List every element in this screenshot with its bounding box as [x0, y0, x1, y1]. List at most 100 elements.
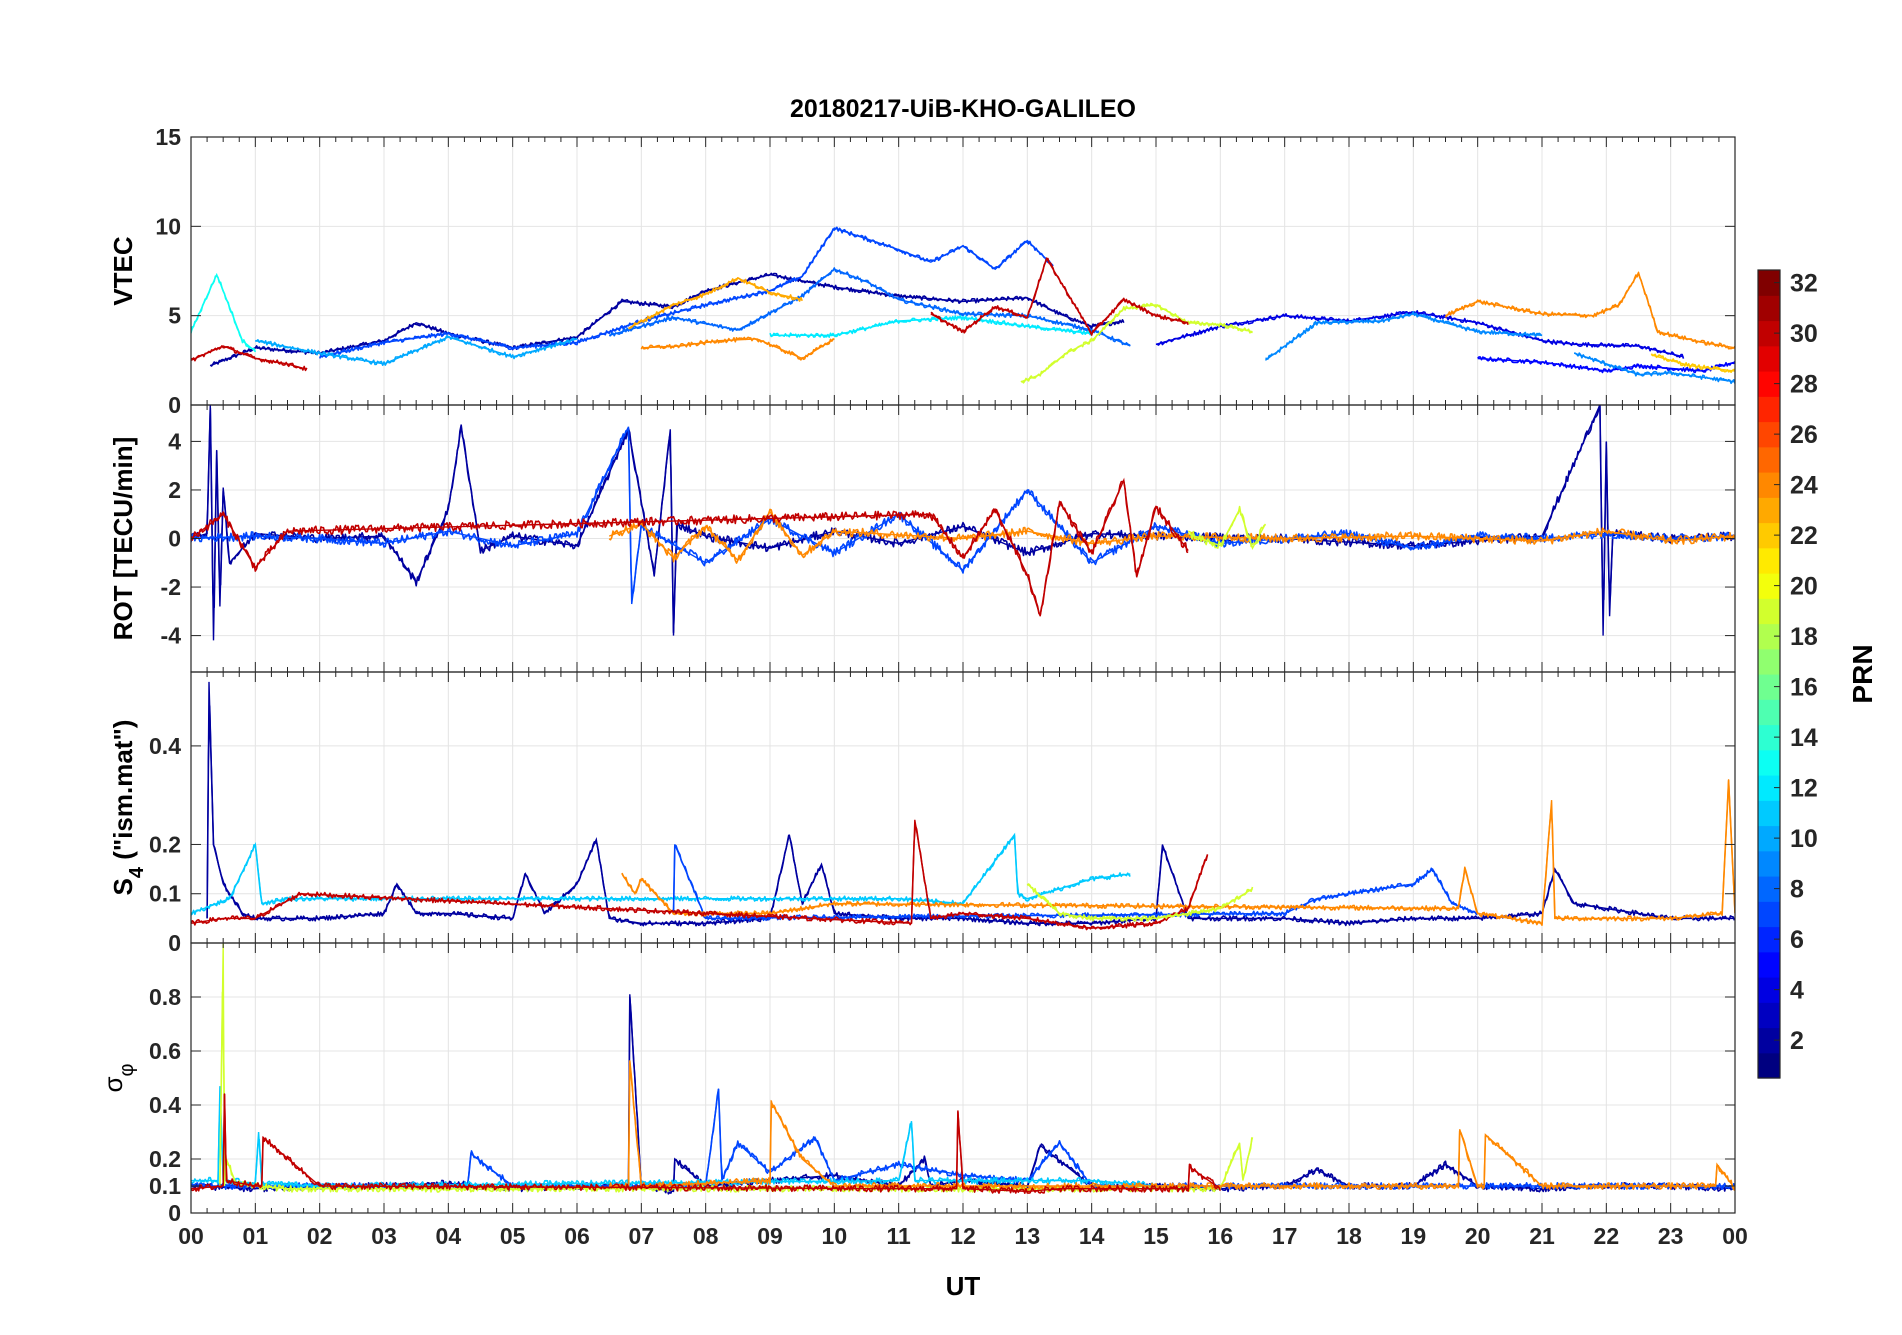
colorbar-segment [1758, 522, 1780, 549]
x-tick-label: 21 [1529, 1223, 1555, 1249]
series-peaks-prn-2 [206, 681, 1735, 925]
y-axis-label-sub: 4 [126, 866, 148, 878]
colorbar-tick-label: 6 [1790, 926, 1804, 954]
x-tick-label: 07 [629, 1223, 655, 1249]
colorbar-segment [1758, 674, 1780, 700]
colorbar-segment [1758, 396, 1780, 423]
y-tick-label: -2 [161, 574, 181, 600]
panel-rot: -4 -2 0 2 4 ROT [TECU/min] [108, 404, 1736, 673]
colorbar-segment [1758, 446, 1780, 473]
y-axis-label-sub: φ [116, 1063, 138, 1076]
colorbar-tick-label: 2 [1790, 1027, 1804, 1055]
colorbar-tick-label: 32 [1790, 270, 1818, 298]
y-tick-label: 0 [168, 930, 181, 956]
colorbar-segment [1758, 598, 1780, 625]
y-tick-label: 0.2 [149, 1146, 181, 1172]
y-tick-label: 15 [155, 124, 181, 150]
colorbar-segment [1758, 699, 1780, 726]
ticks-rot: -4 -2 0 2 4 [161, 405, 1736, 672]
colorbar-tick-label: 30 [1790, 320, 1818, 348]
colorbar-segment [1758, 724, 1780, 751]
colorbar-segment [1758, 320, 1780, 347]
y-tick-label: 0.4 [149, 733, 181, 759]
x-tick-label: 16 [1208, 1223, 1234, 1249]
y-tick-label: 0 [168, 526, 181, 552]
y-tick-label: 10 [155, 213, 181, 239]
series-peaks-prn-7 [319, 227, 1054, 358]
series-peaks-prn-24 [1445, 271, 1735, 349]
colorbar-tick-label: 28 [1790, 371, 1818, 399]
x-tick-label: 10 [822, 1223, 848, 1249]
y-tick-label: 0 [168, 392, 181, 418]
series-peaks-prn-30 [191, 477, 1189, 617]
x-tick-label: 01 [243, 1223, 269, 1249]
colorbar-segment [1758, 800, 1780, 827]
y-tick-label: -4 [161, 623, 182, 649]
series-line-prn-9 [1265, 311, 1543, 360]
y-tick-label: 0.1 [149, 881, 181, 907]
colorbar-tick-label: 8 [1790, 876, 1804, 904]
x-tick-label: 23 [1658, 1223, 1684, 1249]
series-peaks-prn-10 [255, 336, 578, 365]
colorbar-segment [1758, 775, 1780, 801]
series-peaks-prn-23 [628, 277, 803, 329]
x-tick-label: 11 [887, 1223, 912, 1249]
x-tick-label: 13 [1015, 1223, 1041, 1249]
series-peaks-prn-30 [191, 819, 1209, 929]
y-tick-label: 5 [168, 303, 181, 329]
x-tick-label: 18 [1336, 1223, 1362, 1249]
x-tick-label: 00 [1722, 1223, 1748, 1249]
x-tick-label: 15 [1143, 1223, 1169, 1249]
colorbar-segment [1758, 951, 1780, 978]
colorbar-tick-label: 10 [1790, 825, 1818, 853]
colorbar-segment [1758, 371, 1780, 397]
colorbar-segment [1758, 270, 1780, 296]
series-peaks-prn-24 [608, 510, 1735, 562]
colorbar-tick-label: 14 [1790, 724, 1818, 752]
series-peaks-prn-5 [1477, 357, 1735, 372]
x-tick-label: 00 [178, 1223, 204, 1249]
colorbar-segment [1758, 901, 1780, 928]
series-line-prn-12 [769, 314, 1093, 339]
colorbar-frame [1757, 269, 1781, 1079]
y-axis-label-rest: ("ism.mat") [108, 720, 138, 867]
chart-title: 20180217-UiB-KHO-GALILEO [790, 95, 1136, 123]
x-tick-label: 14 [1079, 1223, 1105, 1249]
colorbar-segment [1758, 573, 1780, 599]
colorbar-segment [1758, 1027, 1780, 1054]
y-axis-label-s4: S4 ("ism.mat") [108, 720, 148, 896]
series-peaks-prn-9 [1573, 352, 1735, 383]
colorbar-tick-label: 12 [1790, 775, 1818, 803]
series-peaks-prn-2 [191, 405, 1735, 641]
colorbar-segment [1758, 623, 1780, 650]
series-peaks-prn-30 [930, 256, 1189, 335]
series-group-s4 [191, 681, 1735, 931]
series-peaks-prn-9 [1264, 313, 1543, 361]
x-tick-label: 04 [436, 1223, 462, 1249]
y-tick-label: 2 [168, 477, 181, 503]
colorbar-segment [1758, 850, 1780, 877]
y-axis-label-main: S [108, 878, 138, 895]
x-tick-label: 20 [1465, 1223, 1491, 1249]
y-tick-label: 0.1 [149, 1173, 181, 1199]
y-tick-label: 4 [168, 428, 181, 454]
x-tick-label: 19 [1401, 1223, 1427, 1249]
colorbar-segment [1758, 295, 1780, 322]
panel-sigma: 00.10.2 0.4 0.6 0.8 σφ 00 01 02 03 04 05 06 07 08 09 10… [98, 942, 1748, 1249]
colorbar-label: PRN [1847, 644, 1878, 703]
y-tick-label: 0.2 [149, 831, 181, 857]
y-axis-label-vtec: VTEC [108, 236, 138, 306]
series-peaks-prn-30 [191, 1094, 1221, 1193]
x-tick-label: 06 [564, 1223, 590, 1249]
colorbar-tick-label: 18 [1790, 623, 1818, 651]
y-tick-label: 0.8 [149, 984, 181, 1010]
colorbar-tick-label: 24 [1790, 472, 1818, 500]
y-tick-label: 0.4 [149, 1092, 181, 1118]
y-axis-label-sigma: σφ [98, 1063, 138, 1092]
ticks-s4: 0 0.1 0.2 0.4 [149, 672, 1736, 956]
series-group-rot [191, 405, 1735, 641]
colorbar-segment [1758, 1002, 1780, 1029]
colorbar-tick-label: 4 [1790, 977, 1804, 1005]
